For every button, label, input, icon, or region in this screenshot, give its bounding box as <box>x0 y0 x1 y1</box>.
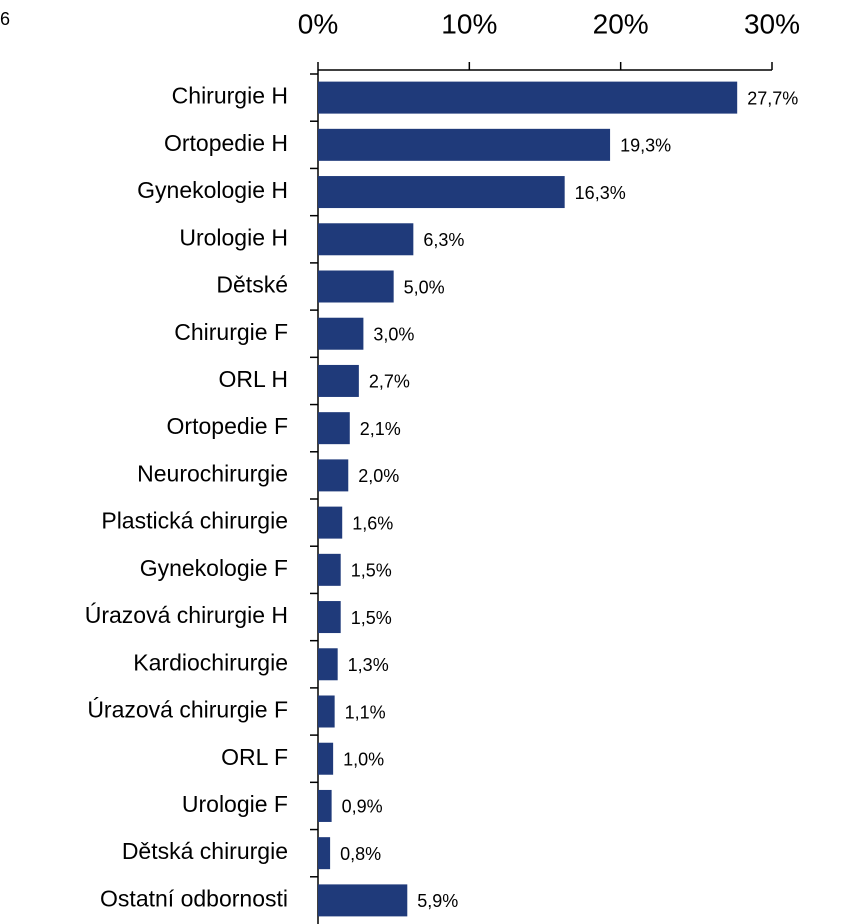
value-label: 0,9% <box>342 797 383 817</box>
value-label: 2,1% <box>360 419 401 439</box>
y-tick-label: Gynekologie F <box>140 555 288 581</box>
y-tick-label: Ortopedie F <box>167 413 288 439</box>
bar <box>318 553 341 586</box>
y-tick-label: Urologie H <box>179 224 288 250</box>
value-label: 19,3% <box>620 136 671 156</box>
bar <box>318 270 394 303</box>
bar <box>318 695 335 728</box>
value-label: 1,3% <box>348 655 389 675</box>
bar <box>318 601 341 634</box>
bar <box>318 884 408 917</box>
value-label: 16,3% <box>575 183 626 203</box>
y-tick-label: ORL F <box>221 744 288 770</box>
value-label: 27,7% <box>747 88 798 108</box>
value-label: 1,5% <box>351 608 392 628</box>
y-tick-label: Úrazová chirurgie F <box>87 697 288 723</box>
value-label: 5,0% <box>404 277 445 297</box>
bar <box>318 459 349 492</box>
bar <box>318 412 350 445</box>
y-tick-label: Gynekologie H <box>137 177 288 203</box>
value-label: 2,7% <box>369 372 410 392</box>
value-label: 1,5% <box>351 561 392 581</box>
x-tick-label: 0% <box>298 8 338 39</box>
y-tick-label: Ortopedie H <box>164 130 288 156</box>
y-tick-label: Neurochirurgie <box>137 460 288 486</box>
y-tick-label: Kardiochirurgie <box>133 649 288 675</box>
y-tick-label: Chirurgie F <box>174 319 288 345</box>
bar <box>318 176 565 209</box>
y-tick-label: Urologie F <box>182 791 288 817</box>
y-tick-label: Plastická chirurgie <box>101 508 288 534</box>
x-tick-label: 30% <box>744 8 800 39</box>
x-tick-label: 20% <box>593 8 649 39</box>
bar <box>318 317 364 350</box>
value-label: 1,6% <box>352 513 393 533</box>
bar <box>318 648 338 681</box>
value-label: 6,3% <box>423 230 464 250</box>
x-tick-label: 10% <box>441 8 497 39</box>
y-tick-label: Úrazová chirurgie H <box>85 602 288 628</box>
bar <box>318 742 334 775</box>
value-label: 2,0% <box>358 466 399 486</box>
bar <box>318 364 359 397</box>
value-label: 5,9% <box>417 891 458 911</box>
bar <box>318 506 343 539</box>
value-label: 0,8% <box>340 844 381 864</box>
y-tick-label: Ostatní odbornosti <box>100 885 288 911</box>
y-tick-label: ORL H <box>219 366 288 392</box>
annotation: 6 <box>0 9 10 29</box>
y-tick-label: Chirurgie H <box>172 83 288 109</box>
value-label: 3,0% <box>373 324 414 344</box>
y-tick-label: Dětské <box>216 272 288 298</box>
bar <box>318 128 611 161</box>
bar <box>318 789 332 822</box>
y-tick-label: Dětská chirurgie <box>122 838 288 864</box>
bar <box>318 223 414 256</box>
value-label: 1,0% <box>343 749 384 769</box>
value-label: 1,1% <box>345 702 386 722</box>
bar <box>318 81 738 114</box>
bar <box>318 837 331 870</box>
